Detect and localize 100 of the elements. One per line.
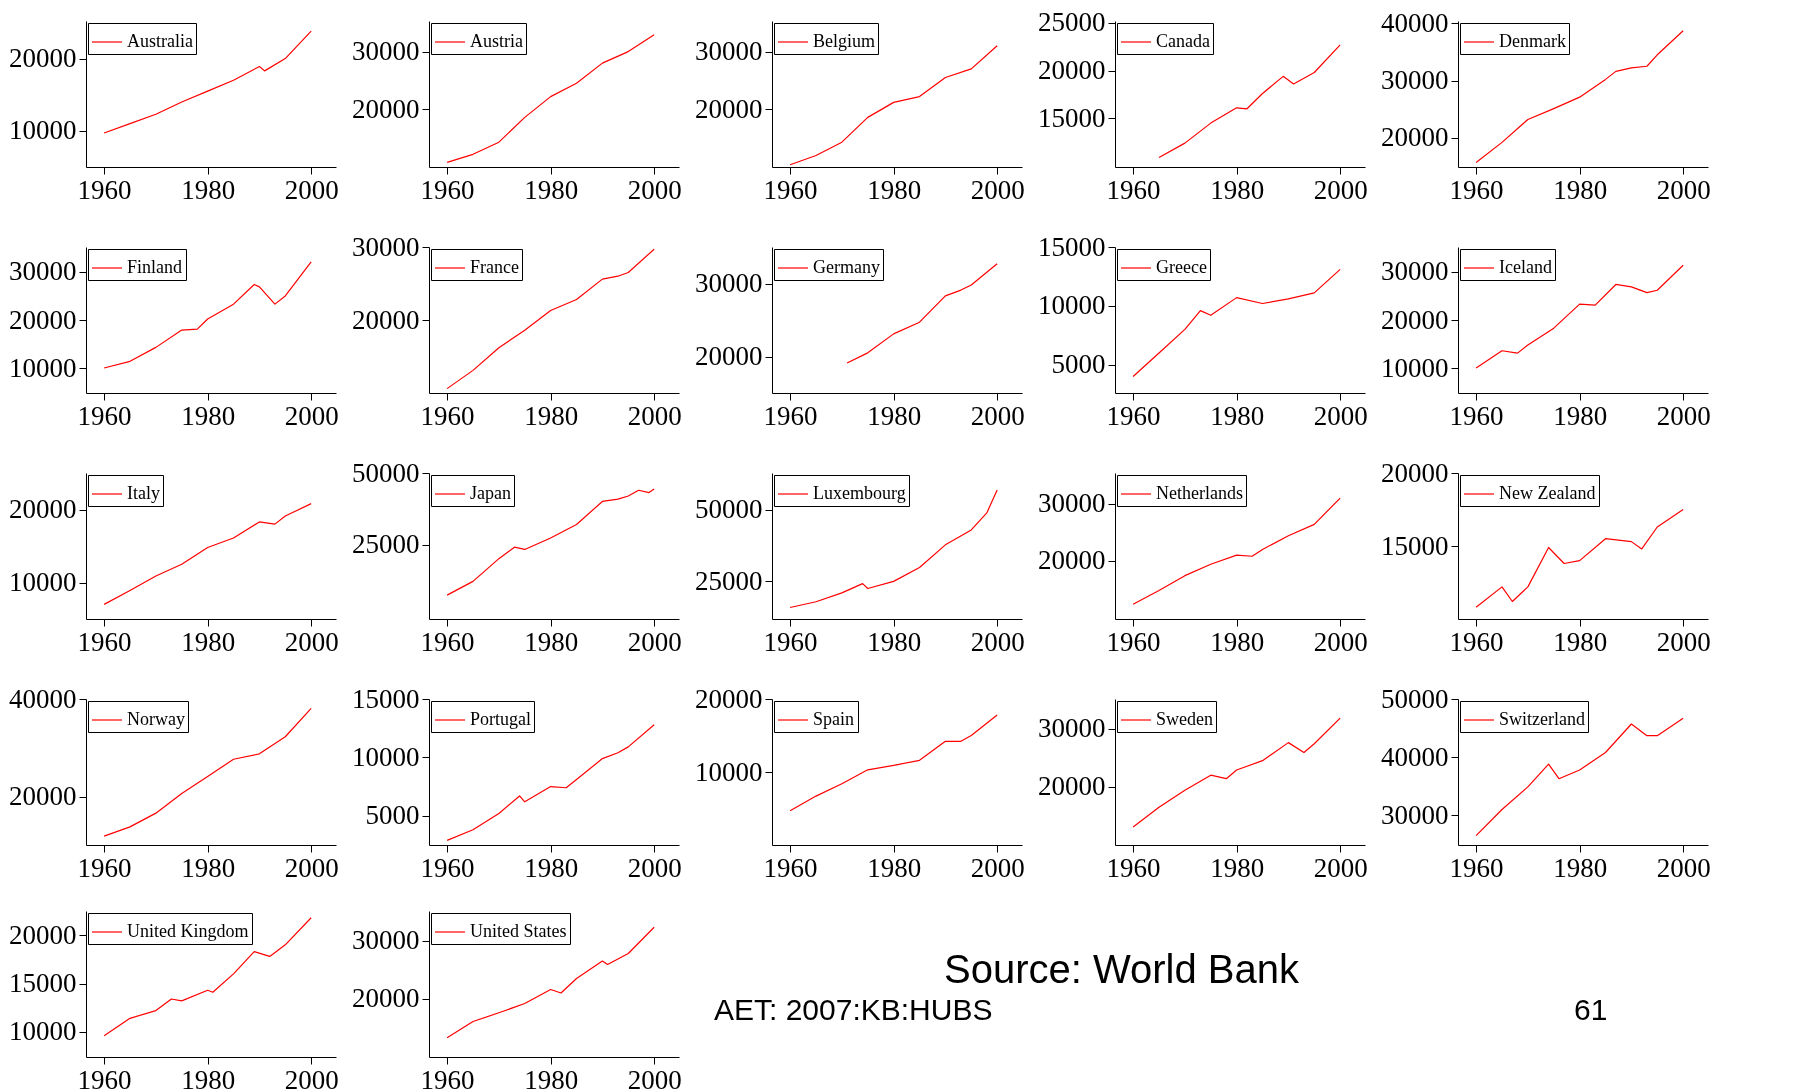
x-tick-label: 2000 xyxy=(284,400,339,431)
x-tick-label: 1960 xyxy=(420,174,475,205)
y-tick-label: 15000 xyxy=(9,968,77,999)
legend-label: Netherlands xyxy=(1156,483,1243,503)
source-note: Source: World Bank xyxy=(944,947,1300,991)
y-tick-label: 20000 xyxy=(695,683,763,714)
y-tick-label: 30000 xyxy=(1381,256,1449,287)
y-tick-label: 30000 xyxy=(695,268,763,298)
line-series xyxy=(1132,497,1341,605)
y-tick-label: 20000 xyxy=(9,43,77,74)
x-tick-label: 1980 xyxy=(1210,852,1265,883)
x-tick-label: 1960 xyxy=(77,1064,132,1091)
x-tick-label: 1980 xyxy=(1553,400,1608,431)
x-tick-label: 1980 xyxy=(524,174,579,205)
y-tick-label: 50000 xyxy=(1381,683,1449,714)
y-tick-label: 40000 xyxy=(1381,7,1449,38)
x-tick-label: 1960 xyxy=(420,852,475,883)
x-tick-label: 1960 xyxy=(763,626,818,657)
line-series xyxy=(103,261,312,369)
line-series xyxy=(103,30,312,134)
y-tick-label: 25000 xyxy=(352,529,420,560)
y-tick-label: 20000 xyxy=(1381,304,1449,335)
legend-label: Sweden xyxy=(1156,709,1213,729)
x-tick-label: 1960 xyxy=(77,626,132,657)
legend-label: Italy xyxy=(127,483,160,503)
y-tick-label: 20000 xyxy=(9,781,77,812)
y-tick-label: 5000 xyxy=(1051,349,1106,380)
x-tick-label: 1960 xyxy=(1449,852,1504,883)
x-tick-label: 1960 xyxy=(77,852,132,883)
y-tick-label: 20000 xyxy=(9,304,77,335)
x-tick-label: 1980 xyxy=(867,174,922,205)
x-tick-label: 1980 xyxy=(867,852,922,883)
y-tick-label: 30000 xyxy=(352,925,420,956)
x-tick-label: 1960 xyxy=(420,626,475,657)
x-tick-label: 2000 xyxy=(1313,852,1368,883)
y-tick-label: 20000 xyxy=(9,494,77,524)
x-tick-label: 1960 xyxy=(1449,400,1504,431)
x-tick-label: 2000 xyxy=(627,626,682,657)
line-series xyxy=(1475,508,1684,608)
legend-label: Spain xyxy=(813,709,855,729)
x-tick-label: 2000 xyxy=(1656,400,1711,431)
y-tick-label: 20000 xyxy=(352,304,420,335)
x-tick-label: 1980 xyxy=(524,626,579,657)
y-tick-label: 30000 xyxy=(9,256,77,287)
legend-label: Japan xyxy=(470,483,511,503)
y-tick-label: 30000 xyxy=(1381,799,1449,830)
x-tick-label: 1980 xyxy=(181,174,236,205)
line-series xyxy=(446,34,655,163)
text: 61 xyxy=(1574,993,1608,1026)
line-series xyxy=(103,917,312,1037)
y-tick-label: 15000 xyxy=(1038,102,1106,133)
legend-label: Belgium xyxy=(813,31,875,51)
x-tick-label: 1960 xyxy=(77,174,132,205)
legend-label: Norway xyxy=(127,709,185,729)
y-tick-label: 10000 xyxy=(352,741,420,772)
x-tick-label: 1960 xyxy=(1106,400,1161,431)
legend-label: Portugal xyxy=(470,709,531,729)
legend-label: France xyxy=(470,257,519,277)
x-tick-label: 1980 xyxy=(867,626,922,657)
line-series xyxy=(446,248,655,390)
y-tick-label: 20000 xyxy=(352,93,420,124)
x-tick-label: 2000 xyxy=(284,174,339,205)
y-tick-label: 10000 xyxy=(9,115,77,146)
x-tick-label: 2000 xyxy=(284,852,339,883)
x-tick-label: 1980 xyxy=(1210,400,1265,431)
x-tick-label: 2000 xyxy=(1313,626,1368,657)
y-tick-label: 30000 xyxy=(352,231,420,262)
x-tick-label: 2000 xyxy=(284,1064,339,1091)
y-tick-label: 30000 xyxy=(1381,65,1449,96)
text: AET: 2007:KB:HUBS xyxy=(714,993,993,1026)
y-tick-label: 15000 xyxy=(1038,231,1106,262)
line-series xyxy=(789,714,998,812)
legend-label: Canada xyxy=(1156,31,1210,51)
x-tick-label: 2000 xyxy=(627,400,682,431)
x-tick-label: 2000 xyxy=(970,400,1025,431)
x-tick-label: 2000 xyxy=(1313,400,1368,431)
legend-label: Finland xyxy=(127,257,183,277)
y-tick-label: 20000 xyxy=(9,919,77,950)
x-tick-label: 1980 xyxy=(1553,852,1608,883)
legend-label: United Kingdom xyxy=(127,921,249,941)
legend-label: Denmark xyxy=(1499,31,1566,51)
x-tick-label: 1960 xyxy=(420,400,475,431)
x-tick-label: 1980 xyxy=(1553,174,1608,205)
y-tick-label: 10000 xyxy=(1381,352,1449,383)
x-tick-label: 1980 xyxy=(524,1064,579,1091)
x-tick-label: 2000 xyxy=(627,1064,682,1091)
y-tick-label: 10000 xyxy=(9,352,77,383)
x-tick-label: 2000 xyxy=(284,626,339,657)
x-tick-label: 1980 xyxy=(181,626,236,657)
x-tick-label: 1980 xyxy=(1210,174,1265,205)
y-tick-label: 10000 xyxy=(1038,290,1106,321)
y-tick-label: 25000 xyxy=(1038,7,1106,38)
line-series xyxy=(1475,30,1684,164)
x-tick-label: 1960 xyxy=(420,1064,475,1091)
x-tick-label: 1960 xyxy=(1449,626,1504,657)
y-tick-label: 20000 xyxy=(1381,122,1449,153)
x-tick-label: 1960 xyxy=(77,400,132,431)
y-tick-label: 15000 xyxy=(1381,530,1449,561)
legend-label: Germany xyxy=(813,257,880,277)
x-tick-label: 2000 xyxy=(1656,174,1711,205)
